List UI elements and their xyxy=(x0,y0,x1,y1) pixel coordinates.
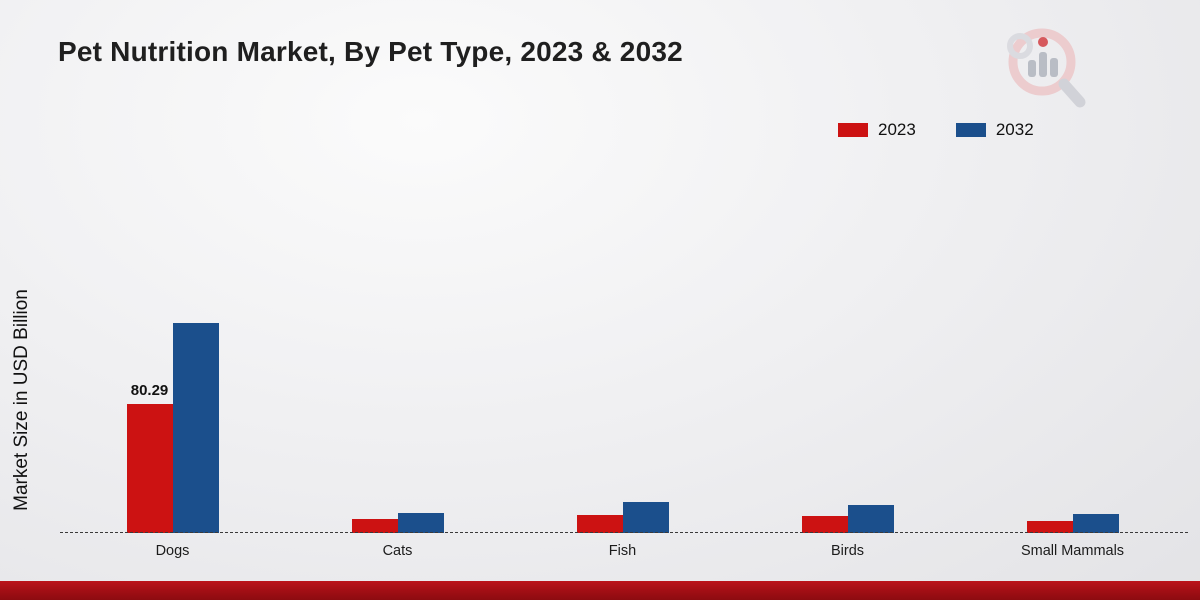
category-slot: Fish xyxy=(510,308,735,559)
y-axis-label: Market Size in USD Billion xyxy=(11,289,32,511)
category-slot: 80.29 Dogs xyxy=(60,308,285,559)
bar-group xyxy=(576,502,669,533)
chart-title: Pet Nutrition Market, By Pet Type, 2023 … xyxy=(58,36,683,67)
bar-2032-dogs xyxy=(172,323,219,533)
legend: 2023 2032 xyxy=(838,120,1034,140)
bar-2023-cats xyxy=(351,519,398,533)
x-axis-category-label: Cats xyxy=(382,543,413,559)
x-axis-baseline xyxy=(60,532,1188,533)
footer-strip xyxy=(0,581,1200,600)
plot-area: 80.29 Dogs Cats Fish Birds Small Mammals xyxy=(60,308,1185,559)
bar-2023-fish xyxy=(576,515,623,533)
legend-item-2023: 2023 xyxy=(838,120,916,140)
legend-label-2023: 2023 xyxy=(878,120,916,139)
bar-group xyxy=(351,513,444,533)
bar-group: 80.29 xyxy=(126,323,219,533)
x-axis-category-label: Fish xyxy=(608,543,637,559)
category-slot: Birds xyxy=(735,308,960,559)
brand-logo xyxy=(996,22,1088,114)
bar-2023-small-mammals xyxy=(1026,521,1073,533)
x-axis-category-label: Birds xyxy=(830,543,865,559)
category-slot: Cats xyxy=(285,308,510,559)
category-slot: Small Mammals xyxy=(960,308,1185,559)
magnifier-bar-chart-icon xyxy=(1007,28,1086,108)
legend-swatch-2032 xyxy=(955,123,986,137)
bar-2032-fish xyxy=(622,502,669,533)
bar-2023-dogs: 80.29 xyxy=(126,382,173,533)
legend-swatch-2023 xyxy=(838,123,868,137)
bar-group xyxy=(801,505,894,533)
bar-value-label: 80.29 xyxy=(130,382,169,399)
x-axis-category-label: Small Mammals xyxy=(1020,543,1125,559)
bar-2023-birds xyxy=(801,516,848,533)
bar-2032-birds xyxy=(847,505,894,533)
bar-2032-small-mammals xyxy=(1072,514,1119,533)
x-axis-category-label: Dogs xyxy=(155,543,190,559)
bar-2032-cats xyxy=(397,513,444,533)
legend-item-2032: 2032 xyxy=(955,120,1034,140)
legend-label-2032: 2032 xyxy=(995,120,1034,139)
bar-group xyxy=(1026,514,1119,533)
